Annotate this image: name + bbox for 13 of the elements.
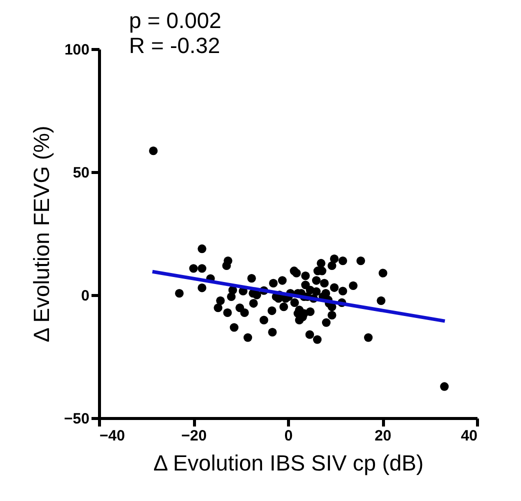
annotation: R = -0.32: [129, 33, 220, 58]
y-tick-label: −50: [64, 410, 90, 428]
x-tick-label: 20: [374, 428, 392, 444]
y-tick-label: 0: [81, 288, 90, 304]
x-tick-label: −40: [100, 428, 125, 444]
x-tick-label: 0: [284, 428, 293, 444]
x-tick-label: 40: [460, 428, 478, 444]
x-axis-title: Δ Evolution IBS SIV cp (dB): [153, 450, 424, 476]
y-axis-title: Δ Evolution FEVG (%): [29, 126, 54, 342]
x-tick-label: −20: [181, 428, 207, 444]
text: p = 0.002: [129, 8, 222, 33]
y-tick-label: 50: [72, 164, 90, 182]
y-tick-label: 100: [64, 42, 90, 58]
